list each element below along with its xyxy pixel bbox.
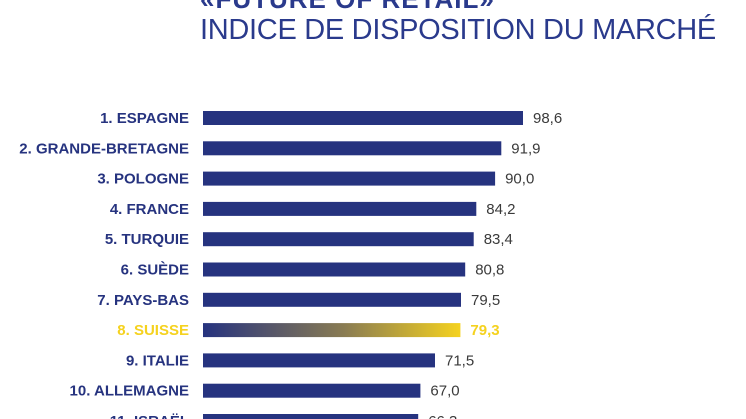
value-label: 80,8	[475, 262, 504, 279]
category-label: 4. FRANCE	[110, 201, 189, 218]
category-label: 11. ISRAËL	[110, 413, 189, 419]
value-label: 66,3	[428, 413, 457, 419]
value-label: 79,3	[470, 322, 499, 339]
chart-title: INDICE DE DISPOSITION DU MARCHÉ	[200, 14, 716, 46]
bar	[203, 292, 461, 307]
category-label: 7. PAYS-BAS	[97, 292, 189, 309]
category-label: 6. SUÈDE	[121, 262, 189, 279]
value-label: 84,2	[486, 201, 515, 218]
category-label: 2. GRANDE-BRETAGNE	[19, 140, 189, 157]
bar	[203, 353, 435, 368]
value-label: 91,9	[511, 140, 540, 157]
bar	[203, 383, 421, 398]
category-label: 8. SUISSE	[117, 322, 189, 339]
category-label: 1. ESPAGNE	[100, 110, 189, 127]
bar	[203, 141, 502, 156]
value-label: 83,4	[484, 231, 513, 248]
value-label: 79,5	[471, 292, 500, 309]
bar	[203, 232, 474, 247]
value-label: 98,6	[533, 110, 562, 127]
category-label: 3. POLOGNE	[97, 171, 189, 188]
bar	[203, 201, 477, 216]
category-label: 9. ITALIE	[126, 352, 189, 369]
value-label: 67,0	[430, 383, 459, 400]
bar	[203, 262, 466, 277]
chart-plot-area: 1. ESPAGNE 98,6 2. GRANDE-BRETAGNE 91,9 3. P…	[19, 110, 562, 419]
bar	[203, 171, 496, 186]
category-label: 10. ALLEMAGNE	[70, 383, 189, 400]
category-label: 5. TURQUIE	[105, 231, 189, 248]
bar	[203, 414, 419, 419]
bar	[203, 323, 461, 338]
value-label: 71,5	[445, 352, 474, 369]
chart-supertitle: «FUTURE OF RETAIL»	[200, 0, 495, 15]
bar	[203, 111, 523, 125]
value-label: 90,0	[505, 171, 534, 188]
